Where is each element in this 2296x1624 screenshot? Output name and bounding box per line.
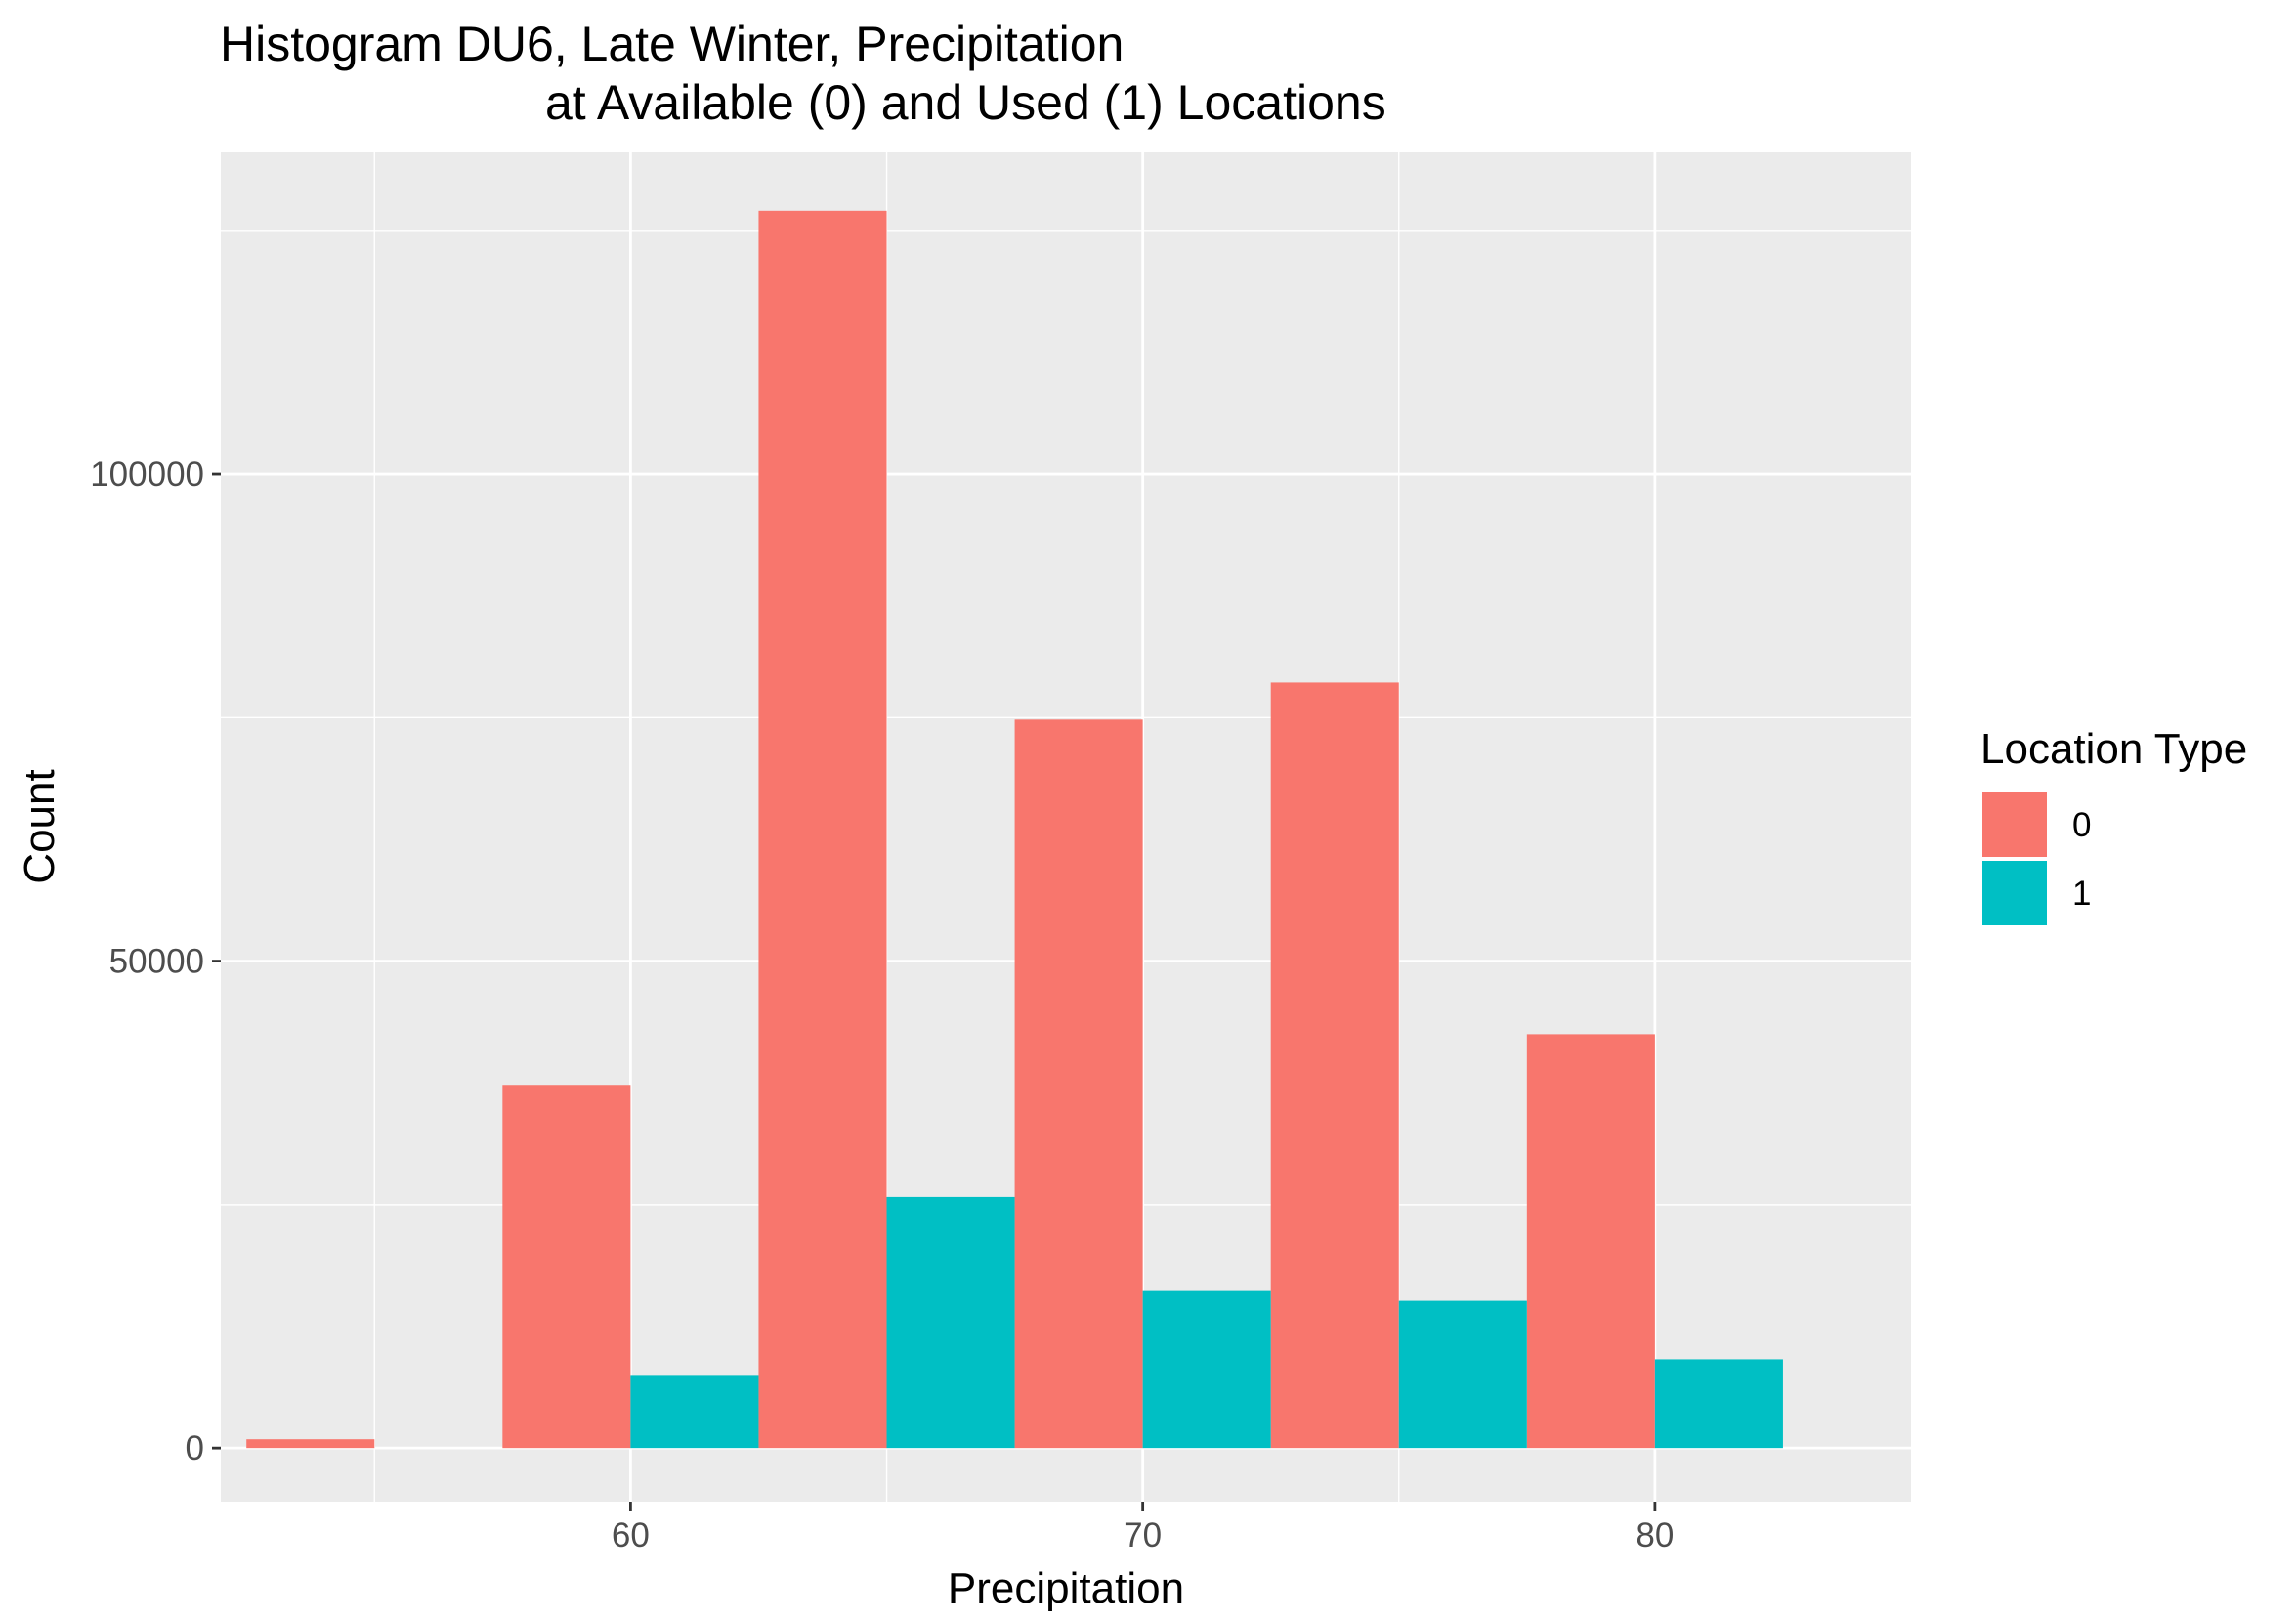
legend-label-1: 1 [2072,875,2091,913]
legend: Location Type 0 1 [1980,725,2247,925]
bar-series-1 [1142,1290,1271,1449]
legend-key-1 [1982,861,2047,925]
bar-series-0 [502,1085,631,1449]
bars [246,210,1783,1449]
bar-series-1 [1654,1359,1783,1449]
x-tick-label: 60 [612,1517,650,1555]
x-tick-label: 80 [1636,1517,1674,1555]
bar-series-0 [1270,682,1399,1449]
bar-series-1 [630,1375,759,1449]
x-tick-label: 70 [1124,1517,1162,1555]
bar-series-0 [758,210,887,1449]
chart-title-line-2: at Available (0) and Used (1) Locations [545,75,1386,130]
bar-series-0 [1014,719,1143,1449]
legend-label-0: 0 [2072,806,2091,844]
y-axis-title: Count [16,769,64,883]
y-axis: 0 50000 100000 [90,455,221,1468]
legend-key-0 [1982,792,2047,857]
bar-series-1 [1398,1300,1527,1449]
y-tick-label: 100000 [90,455,204,493]
bar-series-0 [246,1439,375,1449]
legend-title: Location Type [1980,725,2247,773]
y-tick-label: 0 [186,1430,204,1468]
x-axis-title: Precipitation [948,1564,1184,1612]
chart-title: Histogram DU6, Late Winter, Precipitatio… [220,17,1386,130]
x-axis: 60 70 80 [612,1502,1674,1555]
bar-series-1 [886,1196,1015,1449]
y-tick-label: 50000 [109,943,204,981]
bar-series-0 [1526,1034,1655,1449]
chart-title-line-1: Histogram DU6, Late Winter, Precipitatio… [220,17,1124,71]
